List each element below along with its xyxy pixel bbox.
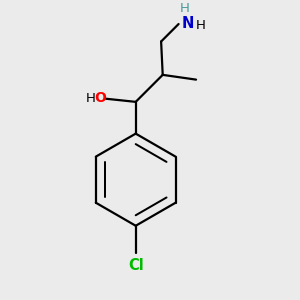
Text: H: H xyxy=(85,92,95,105)
Text: H: H xyxy=(195,19,205,32)
Text: H: H xyxy=(179,2,189,15)
Text: N: N xyxy=(181,16,194,31)
Text: Cl: Cl xyxy=(128,259,144,274)
Text: O: O xyxy=(94,91,106,105)
